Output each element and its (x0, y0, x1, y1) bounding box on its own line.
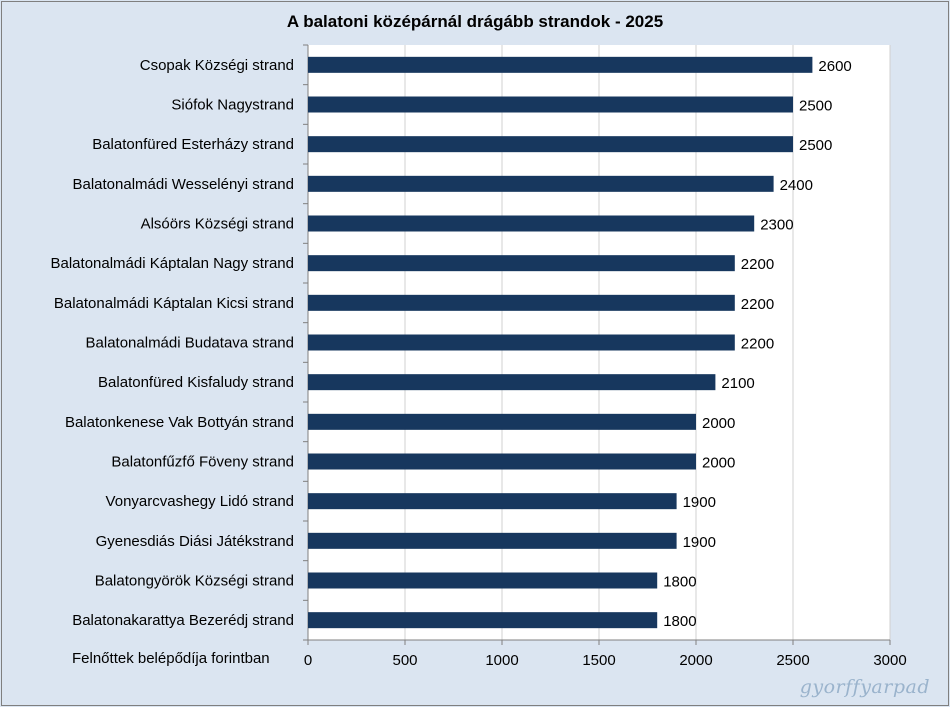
data-label: 2600 (818, 58, 851, 75)
data-label: 2000 (702, 415, 735, 432)
bar (308, 572, 658, 589)
data-label: 2200 (741, 336, 774, 353)
data-label: 2300 (760, 217, 793, 234)
x-tick-label: 1500 (582, 652, 615, 669)
bar (308, 334, 735, 351)
bar (308, 532, 677, 549)
x-tick-label: 2500 (776, 652, 809, 669)
category-label: Balatonakarattya Bezerédj strand (72, 612, 294, 629)
bar (308, 136, 793, 153)
x-axis-label: Felnőttek belépődíja forintban (72, 650, 270, 667)
category-label: Alsóörs Községi strand (141, 216, 294, 233)
bar (308, 374, 716, 391)
category-label: Balatonkenese Vak Bottyán strand (65, 414, 294, 431)
data-label: 2500 (799, 98, 832, 115)
category-label: Csopak Községi strand (140, 57, 294, 74)
bar (308, 175, 774, 192)
data-label: 1800 (663, 574, 696, 591)
bar (308, 56, 813, 73)
x-tick-label: 1000 (485, 652, 518, 669)
category-label: Siófok Nagystrand (171, 97, 294, 114)
bar (308, 612, 658, 629)
category-label: Balatonfüred Esterházy strand (92, 136, 294, 153)
category-label: Balatonalmádi Káptalan Kicsi strand (54, 295, 294, 312)
x-tick-label: 3000 (873, 652, 906, 669)
x-tick-label: 500 (392, 652, 417, 669)
category-label: Gyenesdiás Diási Játékstrand (96, 533, 294, 550)
category-label: Balatonalmádi Káptalan Nagy strand (51, 255, 295, 272)
data-label: 1800 (663, 613, 696, 630)
category-label: Balatonalmádi Wesselényi strand (72, 176, 294, 193)
bar (308, 96, 793, 113)
data-label: 2400 (780, 177, 813, 194)
data-label: 1900 (683, 494, 716, 511)
category-label: Balatonfüred Kisfaludy strand (98, 374, 294, 391)
bar (308, 493, 677, 510)
bar (308, 453, 696, 470)
data-label: 2200 (741, 296, 774, 313)
category-label: Vonyarcvashegy Lidó strand (106, 493, 294, 510)
category-label: Balatonalmádi Budatava strand (86, 335, 294, 352)
bar (308, 255, 735, 272)
data-label: 1900 (683, 534, 716, 551)
bar (308, 215, 755, 232)
bar (308, 294, 735, 311)
bar (308, 413, 696, 430)
watermark: gyorffyarpad (799, 676, 930, 698)
data-label: 2200 (741, 256, 774, 273)
x-tick-label: 0 (304, 652, 312, 669)
data-label: 2000 (702, 455, 735, 472)
data-label: 2100 (721, 375, 754, 392)
chart-title: A balatoni középárnál drágább strandok -… (286, 12, 664, 31)
data-label: 2500 (799, 137, 832, 154)
x-tick-label: 2000 (679, 652, 712, 669)
category-label: Balatonfűzfő Föveny strand (111, 454, 294, 471)
category-label: Balatongyörök Községi strand (95, 573, 294, 590)
